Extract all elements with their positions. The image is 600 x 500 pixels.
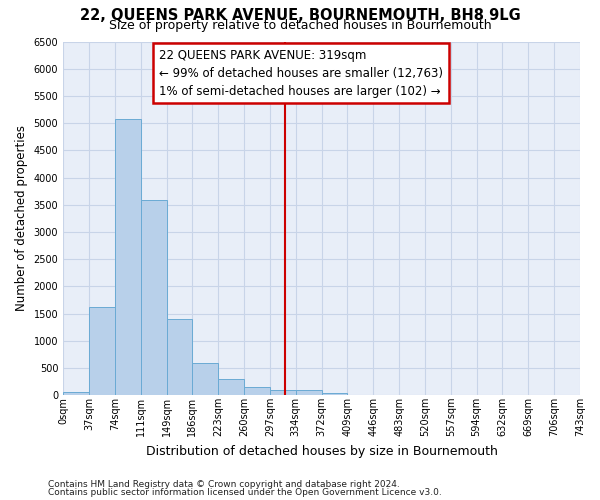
Text: 22, QUEENS PARK AVENUE, BOURNEMOUTH, BH8 9LG: 22, QUEENS PARK AVENUE, BOURNEMOUTH, BH8…: [80, 8, 520, 22]
Bar: [63, 392, 89, 396]
Bar: [218, 379, 244, 396]
Bar: [140, 200, 167, 396]
Bar: [115, 119, 140, 396]
Bar: [270, 390, 296, 396]
Bar: [193, 363, 218, 396]
Text: Size of property relative to detached houses in Bournemouth: Size of property relative to detached ho…: [109, 19, 491, 32]
Bar: [244, 387, 270, 396]
Bar: [167, 319, 193, 396]
Bar: [322, 393, 347, 396]
Text: Contains HM Land Registry data © Crown copyright and database right 2024.: Contains HM Land Registry data © Crown c…: [48, 480, 400, 489]
Bar: [296, 390, 322, 396]
Bar: [89, 306, 115, 396]
Text: Contains public sector information licensed under the Open Government Licence v3: Contains public sector information licen…: [48, 488, 442, 497]
Text: 22 QUEENS PARK AVENUE: 319sqm
← 99% of detached houses are smaller (12,763)
1% o: 22 QUEENS PARK AVENUE: 319sqm ← 99% of d…: [159, 48, 443, 98]
Y-axis label: Number of detached properties: Number of detached properties: [15, 126, 28, 312]
X-axis label: Distribution of detached houses by size in Bournemouth: Distribution of detached houses by size …: [146, 444, 497, 458]
